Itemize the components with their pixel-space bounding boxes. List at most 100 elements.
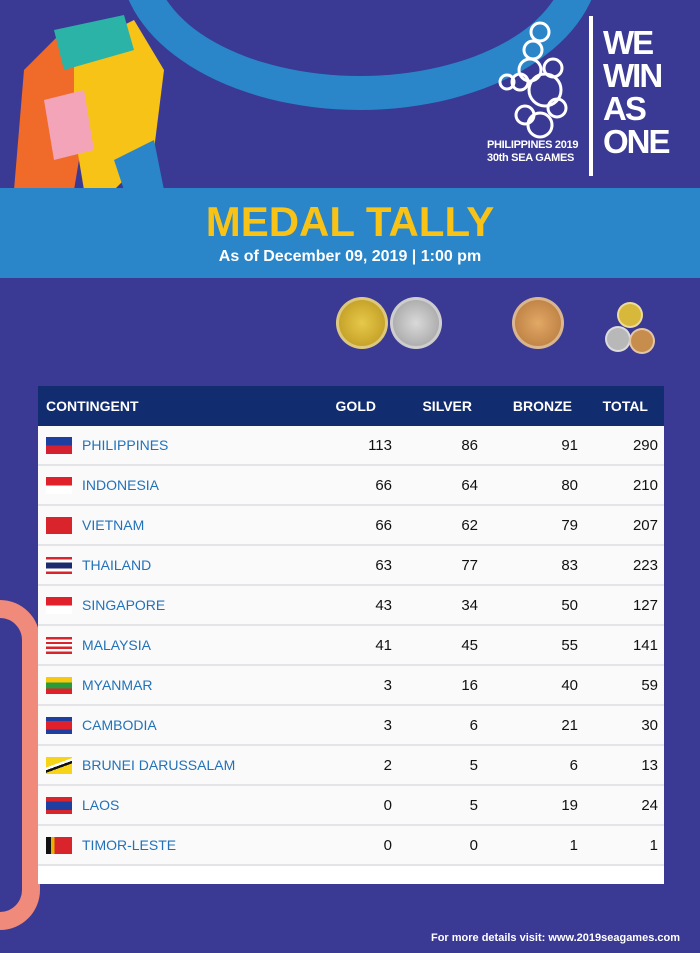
logo-caption: PHILIPPINES 2019 30th SEA GAMES [487, 139, 585, 165]
silver-count: 16 [461, 676, 478, 694]
gold-count: 41 [375, 636, 392, 654]
contingent-cell: THAILAND [38, 556, 328, 574]
total-medals-icon [603, 300, 658, 358]
title-banner: MEDAL TALLY As of December 09, 2019 | 1:… [0, 188, 700, 278]
total-count: 207 [632, 516, 658, 534]
gold-count: 66 [375, 516, 392, 534]
contingent-cell: MALAYSIA [38, 636, 328, 654]
total-count: 290 [632, 436, 658, 454]
table-row: VIETNAM 66 62 79 207 [38, 506, 664, 546]
slogan: WE WIN AS ONE [603, 26, 683, 158]
gold-count: 0 [383, 836, 392, 854]
gold-count: 113 [368, 436, 392, 454]
total-count: 127 [632, 596, 658, 614]
table-row: TIMOR-LESTE 0 0 1 1 [38, 826, 664, 866]
country-name: MALAYSIA [82, 637, 151, 653]
gold-count: 2 [383, 756, 392, 774]
country-name: SINGAPORE [82, 597, 166, 613]
country-name: THAILAND [82, 557, 152, 573]
silver-count: 5 [469, 796, 478, 814]
contingent-cell: VIETNAM [38, 516, 328, 534]
gold-count: 66 [375, 476, 392, 494]
silver-count: 45 [461, 636, 478, 654]
table-row: CAMBODIA 3 6 21 30 [38, 706, 664, 746]
bronze-count: 55 [561, 636, 578, 654]
bronze-medal-icon [512, 297, 564, 349]
total-count: 141 [632, 636, 658, 654]
table-row: MYANMAR 3 16 40 59 [38, 666, 664, 706]
table-row: INDONESIA 66 64 80 210 [38, 466, 664, 506]
table-row: PHILIPPINES 113 86 91 290 [38, 426, 664, 466]
gold-medal-icon [336, 297, 388, 349]
silver-count: 6 [469, 716, 478, 734]
slogan-word: ONE [603, 123, 671, 160]
silver-medal-icon [390, 297, 442, 349]
col-silver: SILVER [422, 398, 472, 414]
bronze-count: 83 [561, 556, 578, 574]
clasped-hands-illustration [14, 15, 164, 190]
bronze-count: 21 [561, 716, 578, 734]
country-name: BRUNEI DARUSSALAM [82, 757, 236, 773]
table-row: BRUNEI DARUSSALAM 2 5 6 13 [38, 746, 664, 786]
col-gold: GOLD [335, 398, 376, 414]
bronze-count: 80 [561, 476, 578, 494]
gold-count: 3 [383, 716, 392, 734]
silver-count: 77 [461, 556, 478, 574]
contingent-cell: INDONESIA [38, 476, 328, 494]
contingent-cell: CAMBODIA [38, 716, 328, 734]
total-count: 24 [641, 796, 658, 814]
gold-count: 3 [383, 676, 392, 694]
silver-count: 64 [461, 476, 478, 494]
footer-note: For more details visit: www.2019seagames… [430, 932, 680, 944]
flag-icon [46, 756, 72, 774]
medal-table: CONTINGENT GOLD SILVER BRONZE TOTAL PHIL… [38, 386, 664, 884]
table-row: SINGAPORE 43 34 50 127 [38, 586, 664, 626]
total-count: 1 [649, 836, 658, 854]
flag-icon [46, 596, 72, 614]
gold-count: 43 [375, 596, 392, 614]
gold-count: 0 [383, 796, 392, 814]
decorative-ring [0, 600, 40, 930]
country-name: LAOS [82, 797, 120, 813]
contingent-cell: PHILIPPINES [38, 436, 328, 454]
flag-icon [46, 436, 72, 454]
bronze-count: 91 [561, 436, 578, 454]
bronze-count: 79 [561, 516, 578, 534]
sea-games-logo [498, 21, 568, 139]
table-header: CONTINGENT GOLD SILVER BRONZE TOTAL [38, 386, 664, 426]
slogan-word: AS [603, 90, 647, 127]
silver-count: 62 [461, 516, 478, 534]
country-name: CAMBODIA [82, 717, 157, 733]
total-count: 210 [632, 476, 658, 494]
country-name: INDONESIA [82, 477, 160, 493]
table-row: THAILAND 63 77 83 223 [38, 546, 664, 586]
total-count: 59 [641, 676, 658, 694]
silver-count: 34 [461, 596, 478, 614]
total-count: 223 [632, 556, 658, 574]
flag-icon [46, 556, 72, 574]
flag-icon [46, 676, 72, 694]
silver-count: 5 [469, 756, 478, 774]
table-row: MALAYSIA 41 45 55 141 [38, 626, 664, 666]
silver-count: 86 [461, 436, 478, 454]
total-count: 13 [641, 756, 658, 774]
logo-line2: 30th SEA GAMES [487, 152, 575, 164]
country-name: TIMOR-LESTE [82, 837, 177, 853]
flag-icon [46, 716, 72, 734]
country-name: PHILIPPINES [82, 437, 169, 453]
bronze-count: 50 [561, 596, 578, 614]
contingent-cell: LAOS [38, 796, 328, 814]
timestamp: As of December 09, 2019 | 1:00 pm [218, 248, 482, 265]
contingent-cell: MYANMAR [38, 676, 328, 694]
divider [589, 16, 593, 176]
gold-count: 63 [375, 556, 392, 574]
contingent-cell: TIMOR-LESTE [38, 836, 328, 854]
flag-icon [46, 796, 72, 814]
flag-icon [46, 836, 72, 854]
bronze-count: 1 [569, 836, 578, 854]
table-row: LAOS 0 5 19 24 [38, 786, 664, 826]
flag-icon [46, 636, 72, 654]
col-bronze: BRONZE [512, 398, 572, 414]
flag-icon [46, 516, 72, 534]
slogan-word: WIN [603, 57, 663, 94]
